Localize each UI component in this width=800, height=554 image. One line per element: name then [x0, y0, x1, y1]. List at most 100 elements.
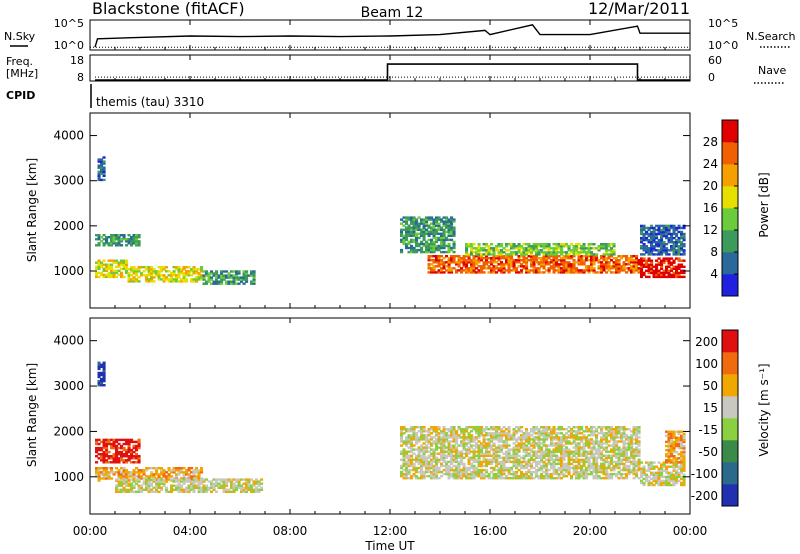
freq-label-1: Freq.: [6, 55, 33, 68]
heatmap-cell: [512, 243, 516, 246]
heatmap-cell: [632, 432, 636, 435]
heatmap-cell: [632, 454, 636, 457]
heatmap-cell: [427, 250, 431, 254]
heatmap-cell: [650, 241, 654, 244]
heatmap-cell: [197, 482, 201, 485]
heatmap-cell: [552, 243, 556, 246]
heatmap-cell: [257, 482, 261, 485]
heatmap-cell: [105, 459, 109, 462]
heatmap-cell: [180, 278, 184, 281]
heatmap-cell: [412, 462, 416, 466]
heatmap-cell: [572, 261, 576, 264]
heatmap-cell: [105, 448, 109, 452]
heatmap-cell: [532, 438, 536, 441]
heatmap-cell: [167, 270, 171, 273]
heatmap-cell: [485, 446, 489, 449]
heatmap-cell: [605, 472, 609, 476]
heatmap-cell: [172, 471, 176, 474]
heatmap-cell: [667, 442, 671, 446]
heatmap-cell: [432, 261, 436, 264]
heatmap-cell: [152, 272, 156, 275]
heatmap-cell: [470, 444, 474, 447]
heatmap-cell: [407, 250, 411, 254]
power-cb-tick-label: 4: [710, 267, 718, 281]
heatmap-cell: [522, 450, 526, 453]
heatmap-cell: [477, 470, 481, 474]
heatmap-cell: [472, 251, 476, 254]
heatmap-cell: [647, 479, 651, 483]
heatmap-cell: [100, 263, 104, 266]
heatmap-cell: [512, 477, 516, 480]
heatmap-cell: [105, 444, 109, 448]
heatmap-cell: [542, 434, 546, 437]
heatmap-cell: [157, 475, 161, 478]
heatmap-cell: [667, 440, 671, 444]
heatmap-cell: [550, 261, 554, 264]
heatmap-cell: [672, 253, 676, 256]
heatmap-cell: [680, 455, 684, 458]
heatmap-cell: [542, 253, 546, 256]
heatmap-cell: [492, 265, 496, 268]
heatmap-cell: [525, 448, 529, 451]
heatmap-cell: [502, 477, 506, 480]
heatmap-cell: [162, 478, 166, 481]
heatmap-cell: [672, 243, 676, 246]
heatmap-cell: [645, 475, 649, 479]
heatmap-cell: [257, 490, 261, 493]
heatmap-cell: [452, 259, 456, 262]
heatmap-cell: [125, 484, 129, 487]
heatmap-cell: [647, 241, 651, 244]
heatmap-cell: [417, 452, 421, 455]
heatmap-cell: [255, 486, 259, 489]
heatmap-cell: [217, 280, 221, 283]
heatmap-cell: [135, 455, 139, 458]
heatmap-cell: [657, 232, 661, 236]
data-region-8: [640, 257, 686, 279]
heatmap-cell: [602, 426, 606, 429]
heatmap-cell: [617, 477, 621, 480]
heatmap-cell: [127, 280, 131, 283]
heatmap-cell: [517, 475, 521, 478]
heatmap-cell: [460, 436, 464, 439]
heatmap-cell: [655, 234, 659, 238]
heatmap-cell: [135, 274, 139, 277]
heatmap-cell: [522, 448, 526, 451]
heatmap-cell: [512, 267, 516, 270]
heatmap-cell: [122, 267, 126, 270]
heatmap-cell: [620, 454, 624, 457]
heatmap-cell: [435, 430, 439, 433]
heatmap-cell: [477, 475, 481, 478]
heatmap-cell: [450, 224, 454, 227]
heatmap-cell: [105, 242, 109, 245]
heatmap-cell: [505, 259, 509, 262]
heatmap-cell: [97, 438, 101, 442]
heatmap-cell: [680, 259, 684, 262]
heatmap-cell: [217, 484, 221, 487]
heatmap-cell: [132, 475, 136, 478]
heatmap-cell: [120, 477, 124, 480]
heatmap-cell: [557, 245, 561, 248]
heatmap-cell: [570, 267, 574, 270]
heatmap-cell: [597, 440, 601, 443]
heatmap-cell: [577, 466, 581, 470]
heatmap-cell: [585, 253, 589, 256]
heatmap-cell: [617, 462, 621, 466]
heatmap-cell: [442, 265, 446, 268]
heatmap-cell: [680, 253, 684, 256]
heatmap-cell: [210, 276, 214, 279]
heatmap-cell: [440, 454, 444, 457]
heatmap-cell: [495, 452, 499, 455]
heatmap-cell: [405, 462, 409, 466]
heatmap-cell: [680, 263, 684, 266]
heatmap-cell: [665, 243, 669, 246]
heatmap-cell: [260, 482, 264, 485]
heatmap-cell: [597, 470, 601, 474]
heatmap-cell: [462, 261, 466, 264]
heatmap-cell: [490, 257, 494, 260]
heatmap-cell: [497, 259, 501, 262]
heatmap-cell: [640, 253, 644, 256]
heatmap-cell: [560, 426, 564, 429]
heatmap-cell: [162, 484, 166, 487]
heatmap-cell: [95, 271, 99, 275]
heatmap-cell: [122, 438, 126, 442]
